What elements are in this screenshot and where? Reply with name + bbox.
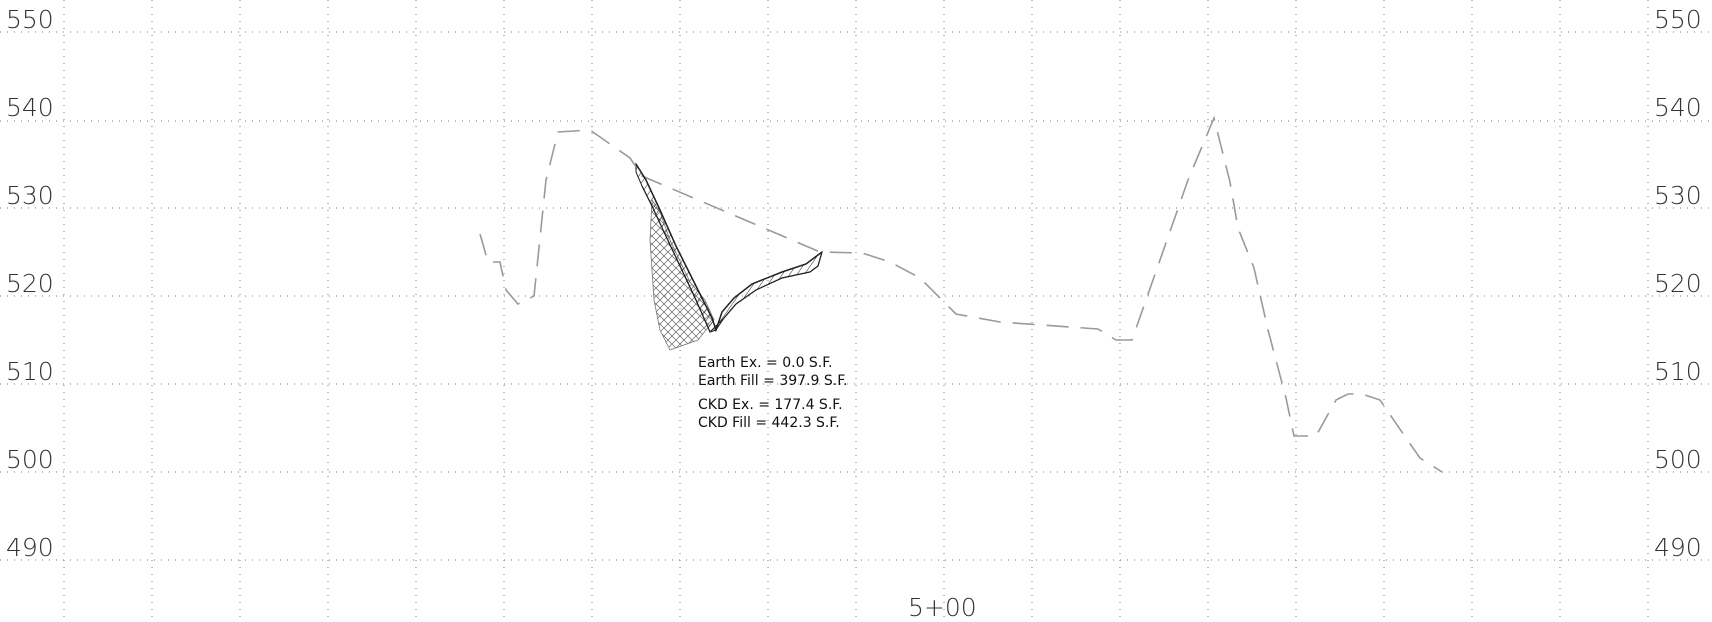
- earth-ex-quantity: Earth Ex. = 0.0 S.F.: [698, 355, 833, 371]
- elevation-label: 510: [6, 357, 54, 386]
- ckd-fill-quantity: CKD Fill = 442.3 S.F.: [698, 415, 840, 431]
- elevation-label: 490: [6, 533, 54, 562]
- elevation-label: 550: [1654, 5, 1702, 34]
- elevation-label: 540: [1654, 93, 1702, 122]
- existing-ground-profile: [479, 115, 1443, 473]
- elevation-label: 490: [1654, 533, 1702, 562]
- elevation-label: 520: [6, 269, 54, 298]
- ckd-ex-quantity: CKD Ex. = 177.4 S.F.: [698, 397, 843, 413]
- elevation-label: 520: [1654, 269, 1702, 298]
- elevation-labels-left: 550 540 530 520 510 500 490: [6, 5, 54, 562]
- proposed-section-line-inner: [641, 185, 819, 334]
- quantity-annotations: Earth Ex. = 0.0 S.F. Earth Fill = 397.9 …: [698, 355, 847, 431]
- elevation-label: 550: [6, 5, 54, 34]
- section-tick: [817, 251, 823, 267]
- elevation-label: 500: [6, 445, 54, 474]
- elevation-label: 530: [6, 181, 54, 210]
- elevation-label: 540: [6, 93, 54, 122]
- elevation-label: 500: [1654, 445, 1702, 474]
- elevation-labels-right: 550 540 530 520 510 500 490: [1654, 5, 1702, 562]
- elevation-label: 510: [1654, 357, 1702, 386]
- earth-fill-quantity: Earth Fill = 397.9 S.F.: [698, 373, 847, 389]
- proposed-section-line: [635, 163, 823, 333]
- elevation-label: 530: [1654, 181, 1702, 210]
- station-label: 5+00: [908, 593, 977, 622]
